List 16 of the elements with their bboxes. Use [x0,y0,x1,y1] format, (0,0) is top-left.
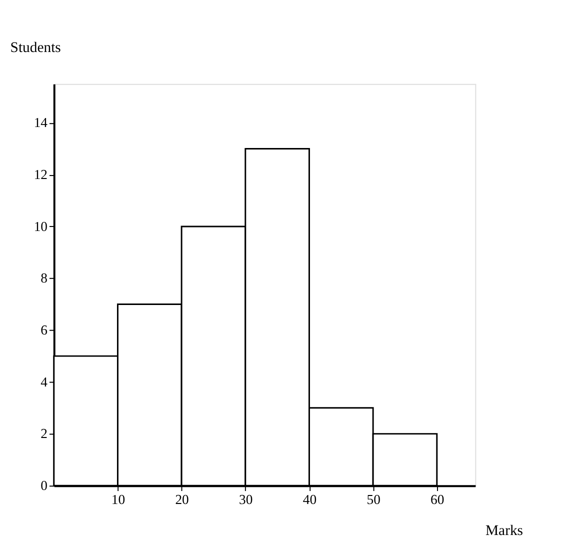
y-tick-label: 4 [40,374,48,390]
x-tick-label: 50 [366,492,381,507]
x-tick-label: 10 [111,492,126,507]
x-tick-label: 20 [175,492,190,507]
x-axis-title: Marks [485,523,524,540]
y-tick-label: 12 [34,167,48,182]
y-tick-label: 8 [40,270,48,286]
y-axis-title: Students [10,40,62,56]
y-tick-label: 14 [34,115,48,130]
y-tick-label: 10 [34,218,48,234]
y-tick-label: 2 [40,426,48,442]
y-tick-label: 6 [40,322,48,338]
y-tick-label: 0 [40,478,48,494]
x-tick-label: 30 [239,492,253,507]
x-tick-label: 60 [430,492,444,507]
x-tick-label: 40 [302,492,317,507]
